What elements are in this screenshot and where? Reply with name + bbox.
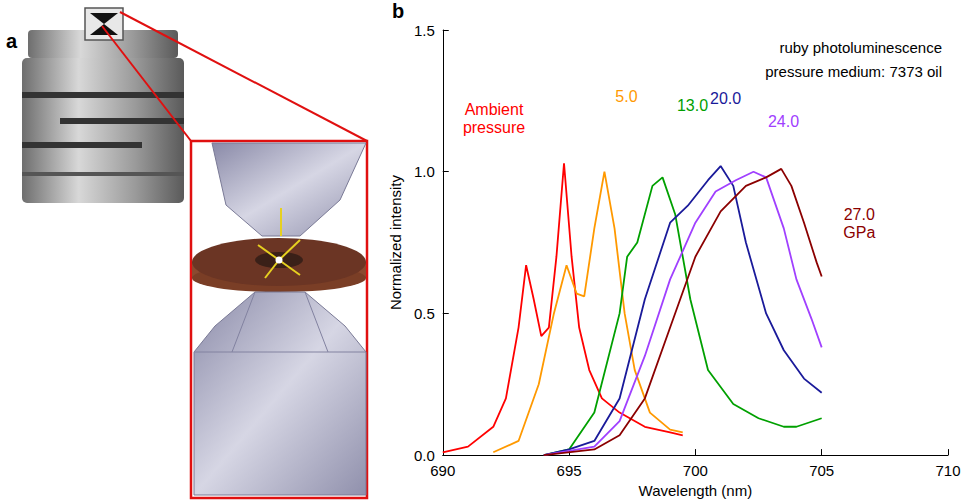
svg-text:pressure medium: 7373 oil: pressure medium: 7373 oil bbox=[765, 63, 942, 80]
svg-text:Normalized intensity: Normalized intensity bbox=[387, 175, 404, 311]
html-text:a: a bbox=[6, 30, 18, 52]
svg-text:1.0: 1.0 bbox=[414, 163, 435, 180]
svg-text:20.0: 20.0 bbox=[710, 90, 741, 107]
html-text:b: b bbox=[392, 0, 405, 22]
svg-text:700: 700 bbox=[683, 462, 708, 479]
svg-text:1.5: 1.5 bbox=[414, 22, 435, 39]
svg-text:5.0: 5.0 bbox=[615, 88, 637, 105]
svg-text:0.0: 0.0 bbox=[414, 447, 435, 464]
svg-text:27.0: 27.0 bbox=[844, 206, 875, 223]
svg-text:695: 695 bbox=[557, 462, 582, 479]
svg-text:710: 710 bbox=[935, 462, 960, 479]
svg-text:13.0: 13.0 bbox=[677, 97, 708, 114]
svg-text:24.0: 24.0 bbox=[768, 113, 799, 130]
svg-text:Ambient: Ambient bbox=[465, 101, 524, 118]
svg-text:GPa: GPa bbox=[843, 224, 875, 241]
svg-text:pressure: pressure bbox=[463, 119, 525, 136]
svg-text:705: 705 bbox=[809, 462, 834, 479]
svg-text:0.5: 0.5 bbox=[414, 305, 435, 322]
svg-text:690: 690 bbox=[430, 462, 455, 479]
svg-text:Wavelength (nm): Wavelength (nm) bbox=[639, 482, 753, 499]
svg-text:ruby photoluminescence: ruby photoluminescence bbox=[779, 39, 942, 56]
